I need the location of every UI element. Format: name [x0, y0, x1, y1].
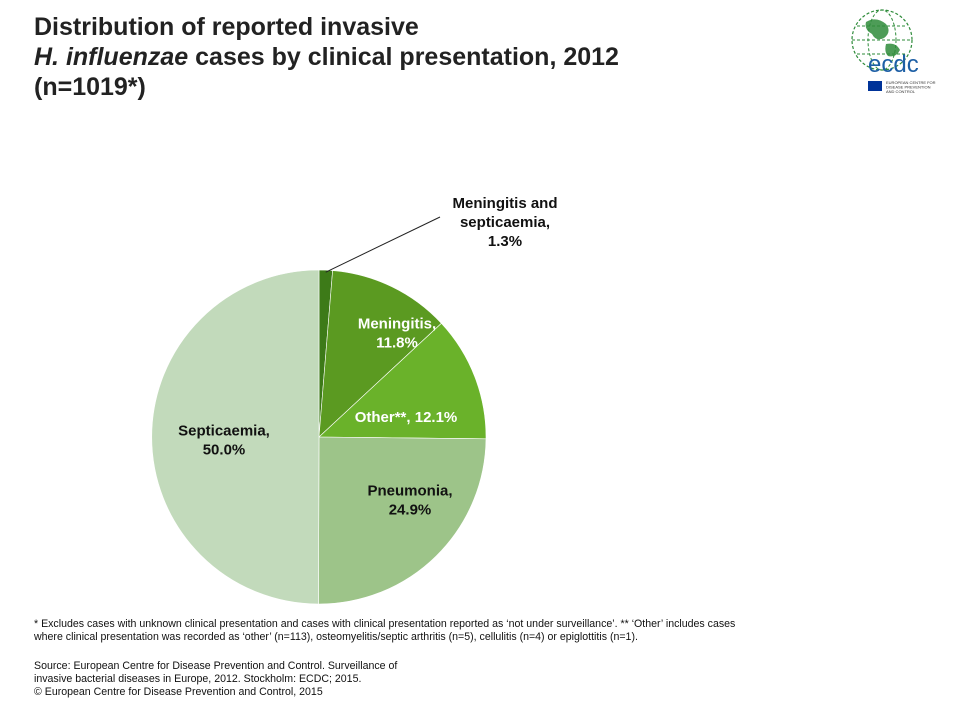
pie-slice-pneumonia — [318, 436, 487, 605]
pie-slice-septicaemia — [151, 269, 320, 605]
leader-line-meningitis-and-septicaemia — [325, 216, 441, 273]
title-organism: H. influenzae — [34, 43, 189, 71]
logo-subtitle-2: DISEASE PREVENTION — [886, 85, 931, 90]
pie-slice-meningitis — [318, 270, 442, 438]
eu-flag-icon — [868, 81, 882, 91]
slice-label-line: septicaemia, — [460, 214, 550, 231]
source-note: Source: European Centre for Disease Prev… — [34, 660, 554, 699]
footnote: * Excludes cases with unknown clinical p… — [34, 618, 914, 644]
slice-label-pneumonia: Pneumonia, 24.9% — [367, 483, 452, 519]
globe-icon — [851, 9, 913, 71]
slice-label-line: 11.8% — [376, 335, 418, 352]
slice-label-line: 1.3% — [488, 233, 522, 250]
slice-label-line: 50.0% — [203, 442, 246, 459]
ecdc-logo: ecdc EUROPEAN CENTRE FOR DISEASE PREVENT… — [851, 9, 936, 94]
logo-subtitle-3: AND CONTROL — [886, 89, 916, 94]
logo-subtitle-1: EUROPEAN CENTRE FOR — [886, 80, 936, 85]
title-line-1: Distribution of reported invasive — [34, 13, 419, 41]
slice-label-line: Meningitis, — [358, 316, 436, 333]
logo-wordmark: ecdc — [868, 51, 919, 78]
slice-label-septicaemia: Septicaemia, 50.0% — [178, 423, 270, 459]
slice-label-other: Other**, 12.1% — [355, 409, 458, 426]
source-line-1: Source: European Centre for Disease Prev… — [34, 660, 398, 672]
copyright-line: © European Centre for Disease Prevention… — [34, 686, 323, 698]
footnote-line-2: where clinical presentation was recorded… — [34, 631, 638, 643]
title-line-2-rest: cases by clinical presentation, 2012 — [188, 43, 619, 71]
slice-label-meningitis-and-septicaemia: Meningitis and septicaemia, 1.3% — [453, 195, 558, 250]
source-line-2: invasive bacterial diseases in Europe, 2… — [34, 673, 362, 685]
slice-label-line: Other**, 12.1% — [355, 409, 458, 426]
footnote-line-1: * Excludes cases with unknown clinical p… — [34, 618, 736, 630]
title-line-3: (n=1019*) — [34, 73, 146, 101]
title-line-2: H. influenzae cases by clinical presenta… — [34, 42, 794, 72]
slice-label-line: Meningitis and — [453, 195, 558, 212]
slice-label-line: Septicaemia, — [178, 423, 270, 440]
slice-label-line: Pneumonia, — [367, 483, 452, 500]
pie-slice-other — [318, 322, 487, 440]
chart-title: Distribution of reported invasive H. inf… — [34, 12, 794, 102]
slice-label-line: 24.9% — [389, 502, 432, 519]
slice-label-meningitis: Meningitis, 11.8% — [358, 316, 436, 352]
